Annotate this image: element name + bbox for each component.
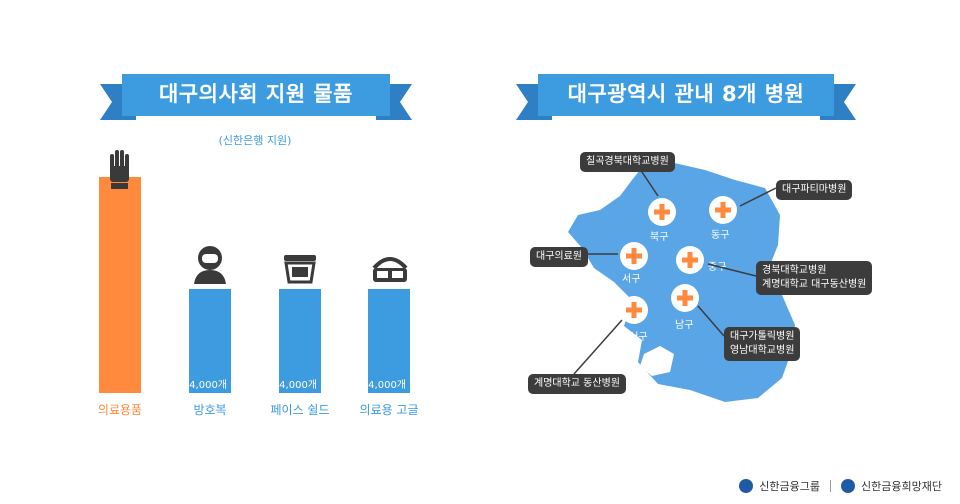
category-label-1: 의료용품 bbox=[97, 403, 143, 417]
hospital-marker-icon bbox=[620, 242, 648, 270]
district-label-3: 서구 bbox=[622, 274, 641, 285]
map-inner-notch bbox=[640, 346, 674, 376]
goggles-icon bbox=[372, 257, 408, 282]
right-panel-title: 대구광역시 관내 8개 병원 bbox=[567, 82, 805, 106]
shinhan-logo-icon bbox=[739, 479, 754, 493]
district-label-5: 달서구 bbox=[620, 332, 648, 343]
hospital-marker-icon bbox=[620, 296, 648, 324]
callout-knu-dongsan: 경북대학교병원 계명대학교 대구동산병원 bbox=[756, 261, 873, 295]
right-banner-ribbon bbox=[516, 74, 856, 120]
hospital-marker-icon bbox=[671, 284, 699, 312]
callout-fatima: 대구파티마병원 bbox=[776, 180, 853, 200]
district-label-1: 북구 bbox=[650, 232, 669, 243]
bar-value-label: 4,000개 bbox=[279, 380, 317, 391]
hospital-marker-icon bbox=[709, 196, 737, 224]
left-title-banner: 대구의사회 지원 물품 bbox=[100, 70, 412, 128]
footer-logo1-text: 신한금융그룹 bbox=[759, 480, 821, 493]
bar-3: 4,000개 bbox=[279, 289, 321, 393]
district-label-4: 중구 bbox=[708, 262, 727, 273]
district-label-6: 남구 bbox=[675, 320, 694, 331]
shinhan-foundation-logo-icon bbox=[841, 479, 856, 493]
left-panel-subtitle: (신한은행 지원) bbox=[218, 134, 292, 147]
footer-logo2-text: 신한금융희망재단 bbox=[861, 480, 942, 493]
category-label-4: 의료용 고글 bbox=[359, 403, 419, 417]
bar-value-label: 4,000개 bbox=[368, 380, 406, 391]
footer: 신한금융그룹 신한금융희망재단 bbox=[739, 478, 942, 494]
hospital-marker-icon bbox=[648, 198, 676, 226]
callout-catholic-yeungnam: 대구가톨릭병원 영남대학교병원 bbox=[724, 327, 801, 361]
callout-medical-center: 대구의료원 bbox=[530, 247, 588, 267]
category-label-2: 방호복 bbox=[193, 403, 227, 417]
hazmat-suit-icon bbox=[194, 246, 226, 284]
bar-4: 4,000개 bbox=[368, 289, 410, 393]
callout-chilgok: 칠곡경북대학교병원 bbox=[580, 152, 675, 172]
hospital-marker-icon bbox=[676, 246, 704, 274]
callout-keimyung: 계명대학교 동산병원 bbox=[528, 374, 626, 394]
face-shield-icon bbox=[284, 255, 316, 284]
left-panel-title: 대구의사회 지원 물품 bbox=[158, 82, 353, 106]
left-banner-ribbon bbox=[100, 74, 412, 120]
footer-divider bbox=[830, 480, 832, 492]
category-label-3: 페이스 쉴드 bbox=[270, 403, 330, 417]
glove-icon bbox=[110, 150, 129, 189]
bar-1 bbox=[99, 176, 141, 393]
bar-value-label: 4,000개 bbox=[189, 380, 227, 391]
right-title-banner: 대구광역시 관내 8개 병원 bbox=[516, 70, 856, 128]
bar-2: 4,000개 bbox=[189, 289, 231, 393]
district-label-2: 동구 bbox=[711, 230, 730, 241]
